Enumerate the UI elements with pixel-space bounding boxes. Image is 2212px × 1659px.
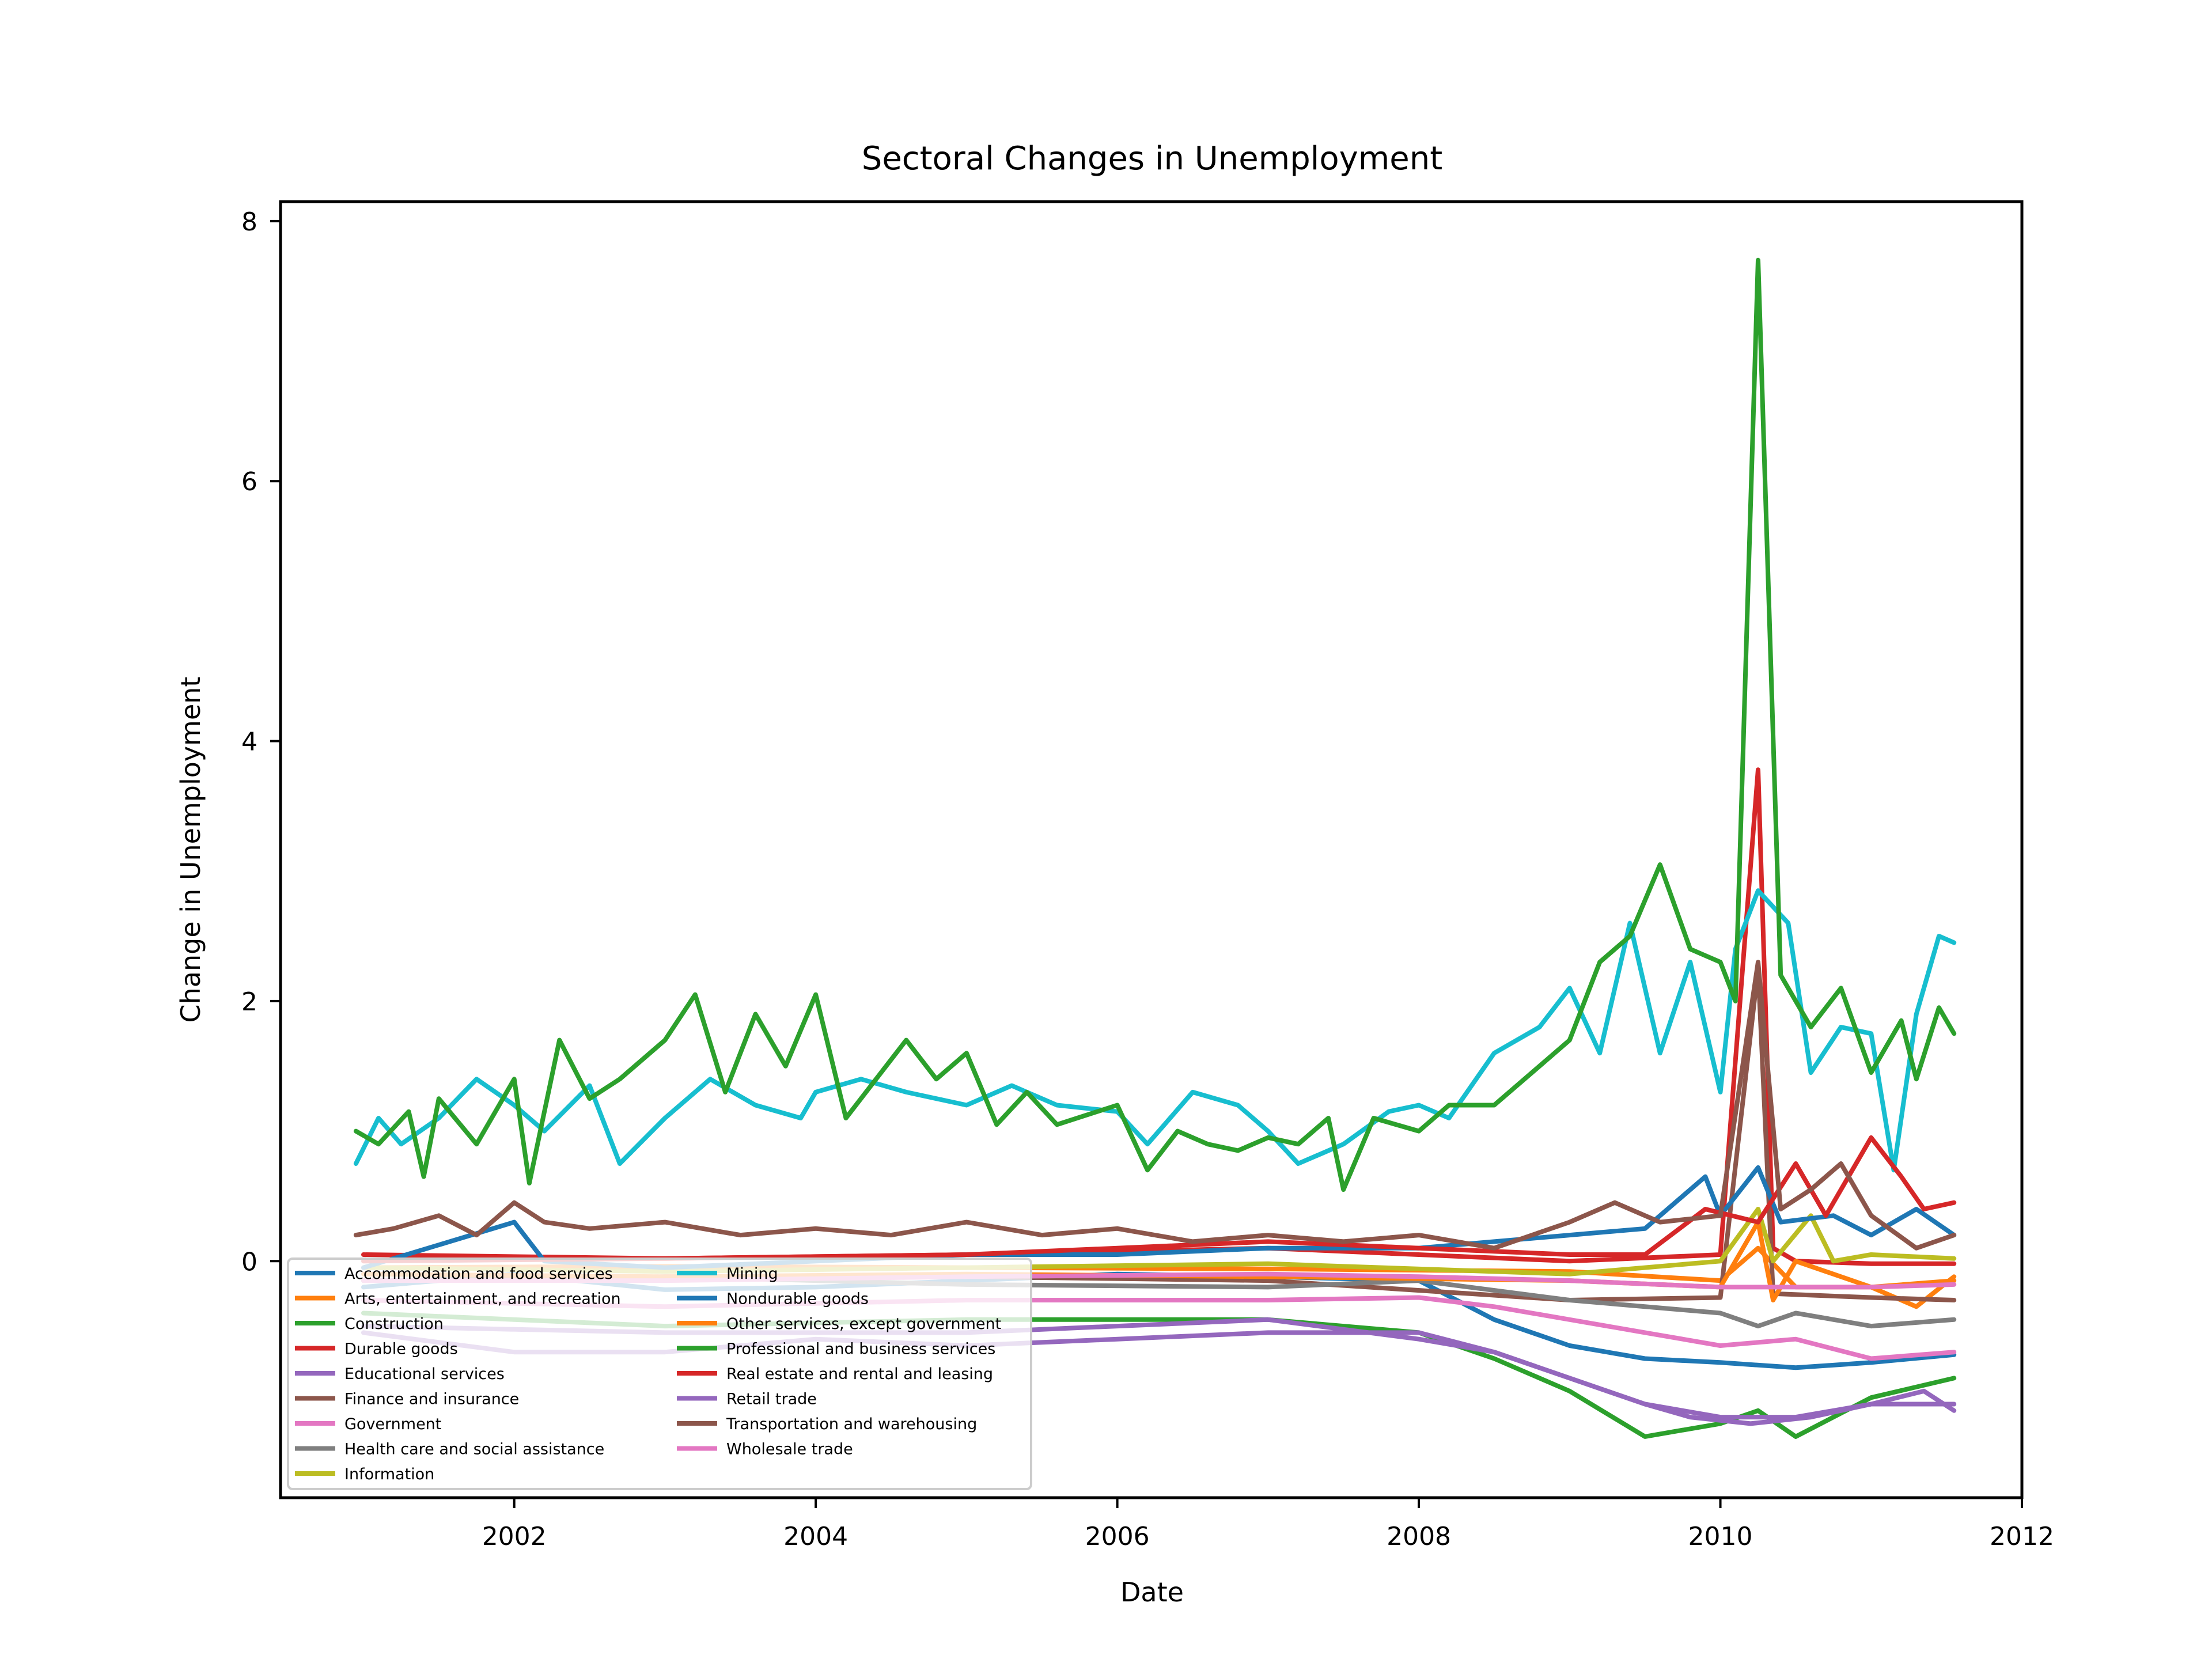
x-tick-label: 2002: [482, 1522, 547, 1551]
legend-label-8: Information: [344, 1465, 434, 1483]
series-line-9: [353, 888, 1957, 1173]
legend-label-9: Mining: [726, 1265, 778, 1283]
x-tick-label: 2012: [1990, 1522, 2054, 1551]
x-axis: 2002 2004 2006 2008 2010 2012: [482, 1498, 2054, 1551]
x-tick-label: 2006: [1085, 1522, 1150, 1551]
x-tick-label: 2010: [1688, 1522, 1753, 1551]
y-axis-label: Change in Unemployment: [175, 677, 206, 1023]
y-tick-label: 8: [241, 207, 257, 237]
legend-label-5: Finance and insurance: [344, 1391, 519, 1408]
legend-label-0: Accommodation and food services: [344, 1265, 613, 1283]
legend: Accommodation and food services Arts, ent…: [287, 1257, 1032, 1490]
legend-label-16: Wholesale trade: [726, 1441, 853, 1459]
x-tick-label: 2008: [1387, 1522, 1451, 1551]
legend-label-2: Construction: [344, 1315, 444, 1333]
legend-box: [287, 1257, 1032, 1490]
legend-label-10: Nondurable goods: [726, 1290, 869, 1308]
legend-label-6: Government: [344, 1415, 441, 1433]
legend-label-4: Educational services: [344, 1365, 505, 1383]
legend-label-13: Real estate and rental and leasing: [726, 1365, 993, 1383]
legend-label-7: Health care and social assistance: [344, 1441, 604, 1459]
axes-frame: [279, 200, 2024, 1499]
legend-items: Accommodation and food services Arts, ent…: [295, 1265, 1001, 1483]
y-tick-label: 2: [241, 987, 257, 1017]
legend-label-12: Professional and business services: [726, 1340, 995, 1358]
chart-title: Sectoral Changes in Unemployment: [862, 140, 1442, 177]
legend-label-3: Durable goods: [344, 1340, 458, 1358]
legend-label-11: Other services, except government: [726, 1315, 1001, 1333]
y-tick-label: 4: [241, 728, 257, 757]
y-tick-label: 0: [241, 1247, 257, 1277]
y-tick-label: 6: [241, 467, 257, 497]
legend-label-14: Retail trade: [726, 1391, 817, 1408]
x-axis-label: Date: [1120, 1577, 1184, 1608]
series-line-15: [353, 960, 1957, 1251]
x-tick-label: 2004: [783, 1522, 848, 1551]
series-line-13: [361, 1135, 1957, 1264]
legend-label-1: Arts, entertainment, and recreation: [344, 1290, 621, 1308]
y-axis: 0 2 4 6 8: [241, 207, 281, 1277]
legend-label-15: Transportation and warehousing: [726, 1415, 977, 1433]
series-line-12: [353, 257, 1957, 1192]
